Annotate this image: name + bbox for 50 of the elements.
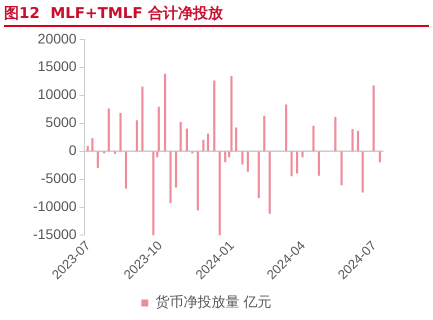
y-tick-label: 20000: [38, 30, 77, 46]
bar: [351, 129, 354, 152]
bar: [285, 104, 288, 152]
bar: [124, 151, 128, 189]
bar: [202, 140, 204, 152]
bar: [268, 151, 271, 214]
y-tick-label: -5000: [40, 170, 77, 186]
bar: [258, 151, 260, 198]
bar: [169, 151, 172, 204]
bar: [164, 74, 166, 152]
bar: [136, 120, 138, 152]
bar: [86, 146, 89, 152]
bar: [96, 151, 99, 168]
bar: [206, 134, 210, 152]
y-tick-label: 5000: [45, 114, 77, 130]
bar: [235, 127, 238, 152]
bar: [186, 128, 188, 152]
bar: [263, 116, 266, 152]
bar: [362, 151, 364, 192]
bar: [372, 86, 375, 152]
y-tick-label: -10000: [33, 198, 77, 214]
y-tick-label: -15000: [33, 226, 77, 242]
bar: [108, 108, 110, 152]
y-tick-label: 10000: [38, 86, 77, 102]
chart-title: 图12 MLF+TMLF 合计净投放: [4, 4, 429, 27]
bar: [378, 151, 381, 162]
y-tick-label: 15000: [38, 58, 77, 74]
bar: [91, 138, 94, 152]
bar: [114, 151, 116, 154]
bar: [356, 130, 360, 152]
bar: [141, 86, 144, 152]
bar: [290, 151, 293, 176]
bar: [152, 151, 154, 236]
bar: [230, 76, 233, 152]
bar: [334, 116, 336, 152]
y-tick-label: 0: [68, 142, 77, 158]
bar: [241, 151, 244, 165]
bar: [312, 126, 315, 152]
bar: [119, 112, 122, 152]
bar: [224, 151, 226, 162]
bar: [318, 151, 320, 176]
bar: [180, 122, 182, 152]
bar: [246, 151, 249, 172]
bar: [296, 151, 298, 174]
bar: [213, 80, 216, 152]
bar: [196, 151, 199, 210]
bar: [340, 151, 343, 186]
bar: [174, 151, 178, 188]
legend-label: 货币净投放量 亿元: [155, 294, 272, 311]
bar: [218, 151, 221, 236]
